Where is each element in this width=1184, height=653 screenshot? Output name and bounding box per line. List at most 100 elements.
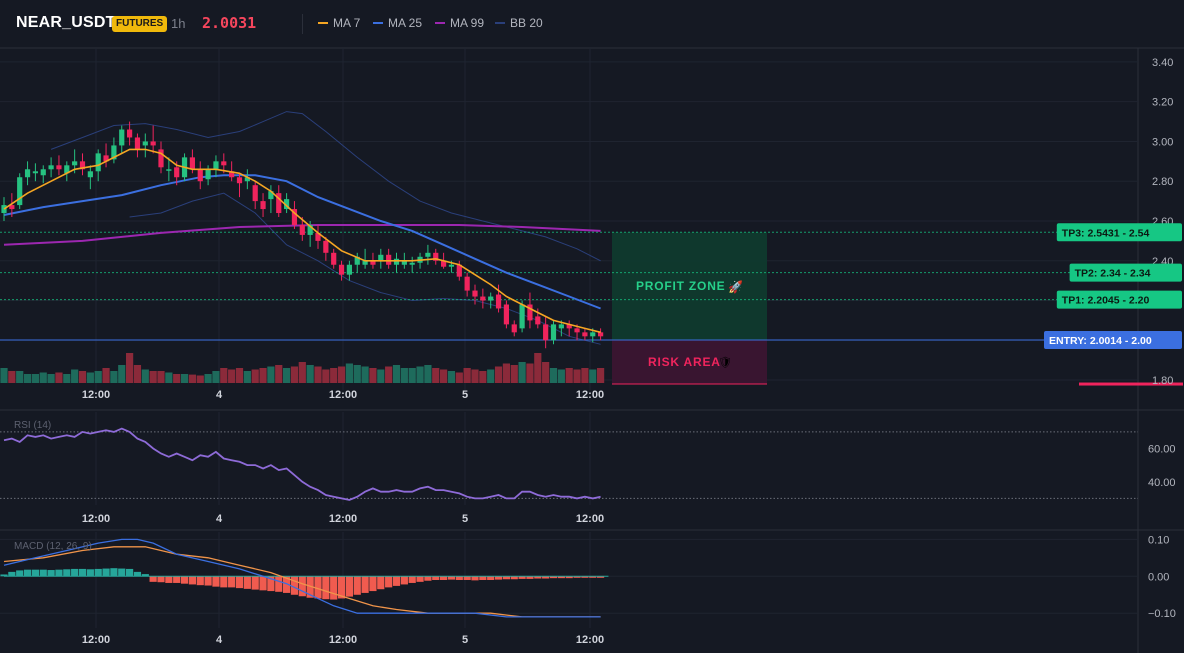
legend-ma7[interactable]: MA 7 (318, 16, 360, 30)
candle-body[interactable] (32, 171, 38, 174)
candle-body[interactable] (221, 161, 227, 166)
candle-body[interactable] (166, 169, 172, 171)
candle-body[interactable] (79, 161, 86, 170)
candle-body[interactable] (307, 224, 313, 235)
candle-body[interactable] (590, 332, 596, 337)
candle-body[interactable] (598, 332, 604, 337)
volume-bar (557, 369, 565, 383)
candle-body[interactable] (17, 177, 23, 206)
candle-body[interactable] (197, 169, 203, 182)
candle-body[interactable] (40, 169, 46, 176)
candle-body[interactable] (87, 171, 93, 178)
candle-body[interactable] (323, 240, 329, 253)
candle-body[interactable] (260, 201, 266, 210)
tp3-price-tag[interactable] (1056, 223, 1182, 242)
candle-body[interactable] (111, 145, 117, 160)
candle-body[interactable] (472, 290, 478, 297)
candle-body[interactable] (488, 296, 494, 301)
candle-body[interactable] (527, 304, 533, 321)
macd-histogram-bar (549, 576, 558, 579)
tp1-price-tag[interactable] (1056, 290, 1182, 309)
volume-bar (424, 365, 432, 383)
candle-body[interactable] (315, 232, 321, 241)
candle-body[interactable] (574, 328, 580, 333)
legend-bb20[interactable]: BB 20 (495, 16, 543, 30)
volume-bar (126, 353, 134, 383)
candle-body[interactable] (441, 260, 447, 267)
candle-body[interactable] (236, 177, 243, 184)
candle-body[interactable] (174, 167, 180, 178)
candle-body[interactable] (95, 153, 101, 172)
candle-body[interactable] (566, 324, 572, 329)
candle-body[interactable] (229, 171, 235, 178)
candle-body[interactable] (150, 141, 156, 146)
legend-ma99[interactable]: MA 99 (435, 16, 484, 30)
volume-bar (337, 366, 346, 383)
candle-body[interactable] (299, 224, 305, 235)
candle-body[interactable] (189, 157, 195, 170)
candle-body[interactable] (370, 260, 376, 265)
candle-body[interactable] (134, 137, 141, 150)
candle-body[interactable] (433, 252, 439, 261)
timeframe-selector[interactable]: 1h (171, 16, 186, 31)
macd-histogram-bar (173, 576, 181, 583)
candle-body[interactable] (158, 149, 164, 168)
candle-body[interactable] (543, 324, 549, 341)
candle-body[interactable] (72, 161, 78, 166)
candle-body[interactable] (268, 191, 274, 200)
entry-price-tag[interactable] (1044, 331, 1182, 350)
macd-histogram-bar (102, 568, 110, 577)
candle-body[interactable] (582, 332, 588, 337)
candle-body[interactable] (519, 304, 525, 329)
candle-body[interactable] (213, 161, 219, 170)
candle-body[interactable] (64, 165, 70, 174)
candle-body[interactable] (338, 264, 345, 275)
bb20-swatch (495, 22, 505, 24)
candle-body[interactable] (448, 264, 455, 267)
candle-body[interactable] (331, 252, 337, 265)
volume-bar (298, 362, 306, 383)
candle-body[interactable] (409, 262, 415, 265)
candle-body[interactable] (393, 258, 400, 265)
candle-body[interactable] (503, 304, 509, 325)
candle-body[interactable] (276, 193, 282, 214)
candle-body[interactable] (9, 205, 15, 210)
candle-body[interactable] (127, 129, 133, 138)
volume-bar (510, 365, 518, 383)
volume-bar (408, 368, 416, 383)
candle-body[interactable] (464, 276, 470, 291)
legend-bb20-label: BB 20 (510, 16, 543, 30)
symbol-title[interactable]: NEAR_USDT (16, 14, 116, 31)
candle-body[interactable] (56, 165, 62, 170)
candle-body[interactable] (354, 256, 360, 265)
candle-body[interactable] (550, 324, 557, 341)
candle-body[interactable] (495, 294, 502, 309)
candle-body[interactable] (535, 316, 541, 325)
candle-body[interactable] (291, 209, 298, 225)
candle-body[interactable] (346, 264, 352, 275)
tp2-price-tag[interactable] (1069, 263, 1182, 282)
candle-body[interactable] (252, 185, 258, 202)
candle-body[interactable] (48, 165, 54, 170)
candle-body[interactable] (362, 260, 368, 265)
candle-body[interactable] (558, 324, 564, 329)
candle-body[interactable] (24, 169, 31, 178)
candle-body[interactable] (142, 141, 148, 146)
candle-body[interactable] (119, 129, 125, 146)
candle-body[interactable] (386, 254, 392, 265)
candle-body[interactable] (378, 254, 384, 261)
candle-body[interactable] (480, 296, 486, 301)
candle-body[interactable] (401, 260, 407, 265)
candle-body[interactable] (244, 177, 250, 182)
candle-body[interactable] (456, 264, 462, 277)
candle-body[interactable] (425, 252, 431, 257)
legend-ma25[interactable]: MA 25 (373, 16, 422, 30)
candle-body[interactable] (205, 169, 211, 180)
candle-body[interactable] (284, 199, 290, 210)
volume-bar (455, 372, 463, 383)
candle-body[interactable] (103, 155, 109, 162)
macd-histogram-bar (353, 576, 361, 595)
volume-bar (322, 369, 330, 383)
candle-body[interactable] (511, 324, 517, 333)
